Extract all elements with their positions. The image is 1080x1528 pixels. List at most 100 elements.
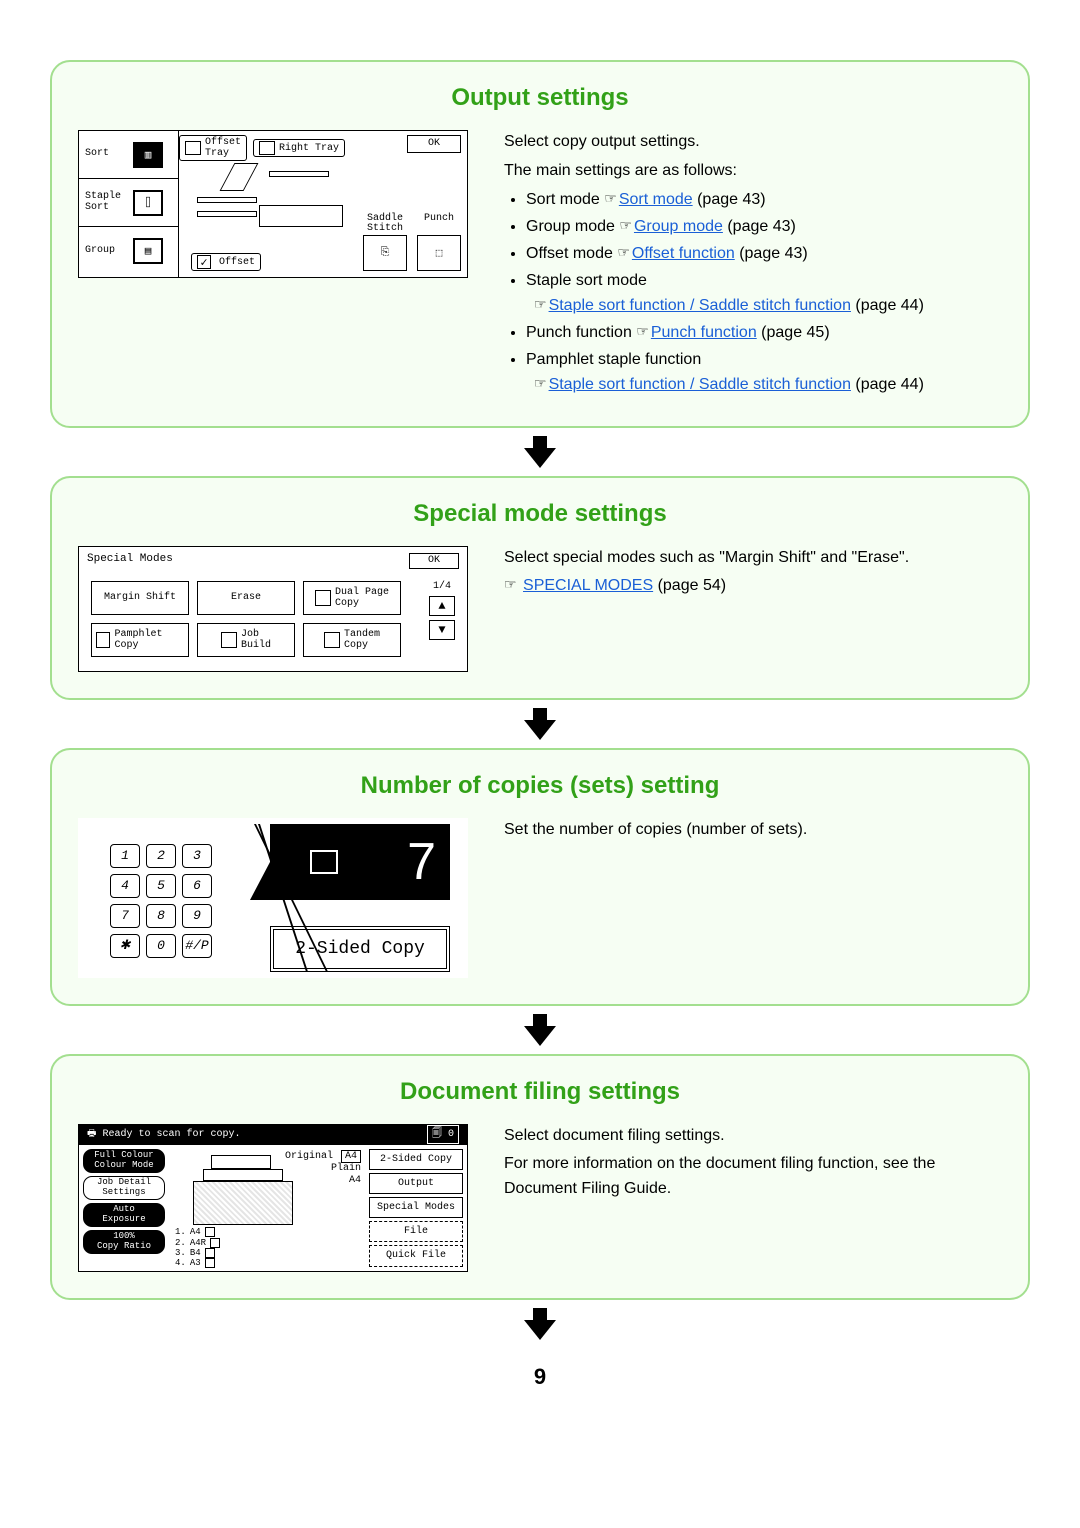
cross-reference-link[interactable]: Staple sort function / Saddle stitch fun…	[549, 376, 851, 393]
filing-right-button[interactable]: 2-Sided Copy	[369, 1149, 463, 1170]
tray-row: 4.A3	[175, 1258, 220, 1268]
copies-icon	[310, 850, 338, 874]
filing-left-button[interactable]: Job DetailSettings	[83, 1176, 165, 1200]
keypad-key[interactable]: ✱	[110, 934, 140, 958]
special-mode-button[interactable]: Erase	[197, 581, 295, 615]
reference-icon: ☞	[617, 242, 630, 264]
tray-row: 1.A4	[175, 1227, 220, 1237]
keypad-key[interactable]: 6	[182, 874, 212, 898]
keypad-key[interactable]: #/P	[182, 934, 212, 958]
output-setting-item: Staple sort mode☞Staple sort function / …	[526, 269, 1002, 319]
output-settings-section: Output settings OK Sort ▥ Staple Sort ⌷ …	[50, 60, 1030, 428]
printer-icon: 🖶	[87, 1129, 96, 1140]
special-mode-button[interactable]: Job Build	[197, 623, 295, 657]
offset-checkbox[interactable]: ✓ Offset	[191, 253, 261, 271]
mode-icon	[324, 632, 340, 648]
page-down-button[interactable]: ▼	[429, 620, 455, 640]
tray-diagram	[197, 167, 347, 233]
keypad-key[interactable]: 4	[110, 874, 140, 898]
output-setting-item: Sort mode ☞Sort mode (page 43)	[526, 188, 1002, 213]
right-tray-icon	[259, 141, 275, 155]
copies-panel: 123 456 789 ✱0#/P 7 2-Sided Copy	[78, 818, 468, 978]
ok-button[interactable]: OK	[407, 135, 461, 153]
filing-section: Document filing settings 🖶 Ready to scan…	[50, 1054, 1030, 1300]
right-tray-chip[interactable]: Right Tray	[253, 139, 345, 157]
filing-preview: Original A4 Plain A4 1.A42.A4R3.B44.A3	[169, 1145, 365, 1271]
tray-row: 2.A4R	[175, 1238, 220, 1248]
staple-sort-icon: ⌷	[133, 190, 163, 216]
keypad-key[interactable]: 9	[182, 904, 212, 928]
offset-tray-icon	[185, 141, 201, 155]
output-setting-item: Group mode ☞Group mode (page 43)	[526, 215, 1002, 240]
offset-tray-chip[interactable]: Offset Tray	[179, 135, 247, 161]
output-setting-item: Punch function ☞Punch function (page 45)	[526, 321, 1002, 346]
cross-reference-link[interactable]: Staple sort function / Saddle stitch fun…	[549, 297, 851, 314]
keypad-key[interactable]: 3	[182, 844, 212, 868]
keypad-key[interactable]: 8	[146, 904, 176, 928]
copies-display: 7 2-Sided Copy	[250, 824, 450, 972]
special-mode-section: Special mode settings Special Modes OK 1…	[50, 476, 1030, 700]
saddle-stitch-icon: ⎘	[381, 247, 390, 259]
filing-panel: 🖶 Ready to scan for copy. 🗐 0 Full Colou…	[78, 1124, 468, 1272]
mode-icon	[315, 590, 331, 606]
cross-reference-link[interactable]: Sort mode	[619, 191, 693, 208]
pager: 1/4 ▲ ▼	[427, 581, 457, 640]
sort-icon: ▥	[133, 142, 163, 168]
filing-right-button[interactable]: Special Modes	[369, 1197, 463, 1218]
output-settings-title: Output settings	[78, 84, 1002, 112]
group-icon: ▤	[133, 238, 163, 264]
tray-icon	[205, 1258, 215, 1268]
keypad-key[interactable]: 7	[110, 904, 140, 928]
special-mode-text: Select special modes such as "Margin Shi…	[504, 546, 1002, 604]
reference-icon: ☞	[534, 373, 547, 395]
filing-right-button[interactable]: Output	[369, 1173, 463, 1194]
cross-reference-link[interactable]: Offset function	[632, 245, 735, 262]
special-mode-button[interactable]: Pamphlet Copy	[91, 623, 189, 657]
output-right-buttons: Saddle Stitch ⎘ Punch ⬚	[363, 235, 461, 271]
staple-sort-row[interactable]: Staple Sort ⌷	[79, 179, 178, 227]
ok-button[interactable]: OK	[409, 553, 459, 569]
keypad-key[interactable]: 5	[146, 874, 176, 898]
filing-right-button[interactable]: File	[369, 1221, 463, 1242]
output-setting-item: Pamphlet staple function☞Staple sort fun…	[526, 348, 1002, 398]
keypad-key[interactable]: 1	[110, 844, 140, 868]
filing-left-button[interactable]: Full ColourColour Mode	[83, 1149, 165, 1173]
keypad-key[interactable]: 2	[146, 844, 176, 868]
counter-display: 🗐 0	[427, 1125, 459, 1144]
cross-reference-link[interactable]: Punch function	[651, 324, 757, 341]
output-settings-text: Select copy output settings. The main se…	[504, 130, 1002, 400]
page-up-button[interactable]: ▲	[429, 596, 455, 616]
group-row[interactable]: Group ▤	[79, 227, 178, 275]
down-arrow-icon	[524, 1026, 556, 1046]
special-mode-panel: Special Modes OK 1/4 ▲ ▼ Margin ShiftEra…	[78, 546, 468, 672]
filing-right-button[interactable]: Quick File	[369, 1245, 463, 1266]
reference-icon: ☞	[504, 574, 517, 596]
two-sided-copy-button[interactable]: 2-Sided Copy	[270, 926, 450, 972]
filing-left-button[interactable]: 100%Copy Ratio	[83, 1230, 165, 1254]
reference-icon: ☞	[619, 215, 632, 237]
filing-left-button[interactable]: AutoExposure	[83, 1203, 165, 1227]
reference-icon: ☞	[534, 294, 547, 316]
keypad-key[interactable]: 0	[146, 934, 176, 958]
sort-row[interactable]: Sort ▥	[79, 131, 178, 179]
tray-icon	[205, 1227, 215, 1237]
special-modes-link[interactable]: SPECIAL MODES	[523, 577, 653, 594]
special-mode-button[interactable]: Tandem Copy	[303, 623, 401, 657]
punch-button[interactable]: Punch ⬚	[417, 235, 461, 271]
special-mode-button[interactable]: Margin Shift	[91, 581, 189, 615]
mode-icon	[221, 632, 237, 648]
reference-icon: ☞	[604, 188, 617, 210]
reference-icon: ☞	[636, 321, 649, 343]
down-arrow-icon	[524, 448, 556, 468]
copies-title: Number of copies (sets) setting	[78, 772, 1002, 800]
down-arrow-icon	[524, 1320, 556, 1340]
output-settings-panel: OK Sort ▥ Staple Sort ⌷ Group ▤	[78, 130, 468, 278]
down-arrow-icon	[524, 720, 556, 740]
special-mode-button[interactable]: Dual Page Copy	[303, 581, 401, 615]
tray-row: 3.B4	[175, 1248, 220, 1258]
saddle-stitch-button[interactable]: Saddle Stitch ⎘	[363, 235, 407, 271]
punch-icon: ⬚	[436, 246, 443, 260]
output-setting-item: Offset mode ☞Offset function (page 43)	[526, 242, 1002, 267]
copies-section: Number of copies (sets) setting 123 456 78…	[50, 748, 1030, 1006]
cross-reference-link[interactable]: Group mode	[634, 218, 723, 235]
